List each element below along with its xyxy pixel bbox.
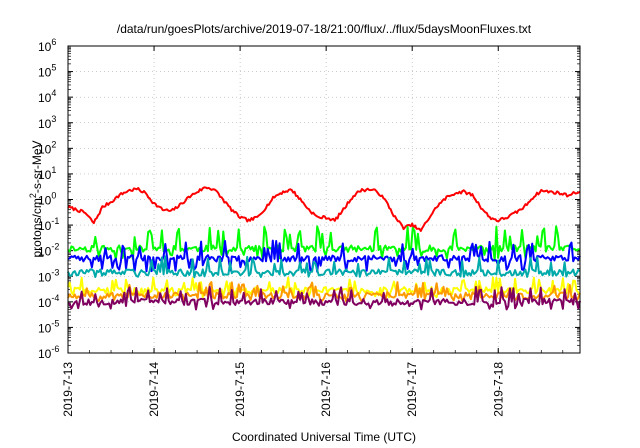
- x-axis: 2019-7-13 2019-7-14 2019-7-15 2019-7-16 2019…: [61, 46, 564, 417]
- x-axis-title: Coordinated Universal Time (UTC): [232, 430, 416, 444]
- x-tick-label: 2019-7-16: [319, 362, 333, 417]
- series-line: [67, 255, 581, 279]
- chart-title: /data/run/goesPlots/archive/2019-07-18/2…: [117, 22, 532, 36]
- y-tick-label: 10-5: [38, 318, 59, 335]
- x-tick-label: 2019-7-17: [405, 362, 419, 417]
- series-line: [67, 239, 581, 273]
- y-tick-label: 10-6: [38, 344, 59, 361]
- series-layer: [67, 186, 581, 311]
- y-axis: 10-6 10-5 10-4 10-3 10-2 10-1 100 101 102 103 104 1…: [38, 37, 580, 361]
- y-tick-label: 105: [38, 63, 56, 80]
- grid: [68, 46, 580, 353]
- y-tick-label: 10-2: [38, 242, 59, 259]
- y-tick-label: 103: [38, 114, 56, 131]
- y-tick-label: 104: [38, 88, 56, 105]
- y-tick-label: 101: [38, 165, 56, 182]
- y-tick-label: 10-3: [38, 267, 59, 284]
- series-line: [67, 186, 581, 232]
- y-tick-label: 10-1: [38, 216, 59, 233]
- y-tick-label: 102: [38, 139, 56, 156]
- y-tick-label: 106: [38, 37, 56, 54]
- x-tick-label: 2019-7-14: [147, 362, 161, 417]
- y-tick-label: 10-4: [38, 293, 59, 310]
- series-line: [67, 285, 581, 311]
- plot-frame: [67, 45, 581, 354]
- x-tick-label: 2019-7-18: [491, 362, 505, 417]
- y-tick-label: 100: [38, 191, 56, 208]
- y-axis-title: protons/cm2-s-sr-MeV: [28, 140, 44, 257]
- x-tick-label: 2019-7-15: [233, 362, 247, 417]
- x-tick-label: 2019-7-13: [61, 362, 75, 417]
